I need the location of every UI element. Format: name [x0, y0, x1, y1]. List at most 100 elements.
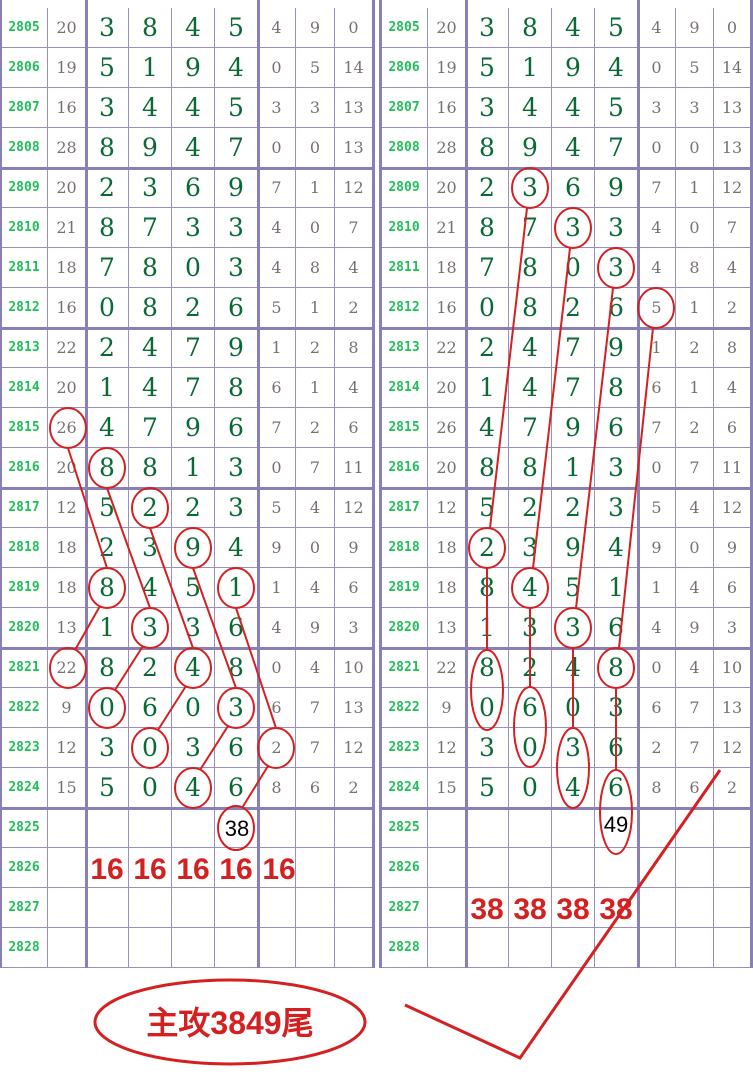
- digit-cell: 3: [86, 728, 129, 768]
- empty-cell: [86, 888, 129, 928]
- empty-cell: [676, 848, 714, 888]
- highlight-circle: [174, 767, 212, 809]
- divider: [380, 807, 751, 810]
- empty-cell: [638, 808, 676, 848]
- stat-cell: 7: [638, 408, 676, 448]
- empty-cell: [296, 808, 335, 848]
- stat-cell: 3: [296, 88, 335, 128]
- digit-cell: 3: [466, 88, 509, 128]
- empty-cell: [552, 928, 595, 968]
- stat-cell: 4: [296, 568, 335, 608]
- highlight-circle: [88, 567, 126, 609]
- stat-cell: 2: [638, 728, 676, 768]
- digit-cell: 2: [86, 328, 129, 368]
- empty-cell: [509, 808, 552, 848]
- digit-cell: 8: [509, 248, 552, 288]
- digit-cell: 3: [172, 208, 215, 248]
- digit-cell: 3: [552, 728, 595, 768]
- stat-cell: 4: [296, 488, 335, 528]
- highlight-circle: [88, 687, 126, 729]
- label-16: 16: [176, 853, 209, 886]
- digit-cell: 4: [509, 368, 552, 408]
- empty-cell: [466, 808, 509, 848]
- highlight-circle: [468, 527, 506, 569]
- divider: [0, 0, 2, 968]
- stat-cell: 9: [638, 528, 676, 568]
- digit-cell: 4: [172, 8, 215, 48]
- highlight-circle: [554, 207, 592, 249]
- divider: [0, 327, 373, 330]
- highlight-circle: [217, 805, 255, 851]
- digit-cell: 0: [172, 248, 215, 288]
- stat-cell: 7: [296, 728, 335, 768]
- divider: [0, 487, 373, 490]
- highlight-circle: [597, 247, 635, 289]
- divider: [379, 0, 382, 968]
- digit-cell: 9: [172, 48, 215, 88]
- digit-cell: 7: [466, 248, 509, 288]
- empty-cell: [172, 888, 215, 928]
- digit-cell: 8: [129, 8, 172, 48]
- stat-cell: 4: [676, 568, 714, 608]
- stat-cell: 1: [676, 168, 714, 208]
- digit-cell: 4: [129, 88, 172, 128]
- stat-cell: 6: [258, 368, 296, 408]
- digit-cell: 7: [86, 248, 129, 288]
- digit-cell: 2: [552, 488, 595, 528]
- stat-cell: 0: [258, 48, 296, 88]
- digit-cell: 0: [172, 688, 215, 728]
- divider: [0, 807, 373, 810]
- check-mark-icon: [404, 769, 722, 1060]
- trend-line: [74, 605, 101, 651]
- divider: [465, 0, 468, 968]
- digit-cell: 9: [552, 528, 595, 568]
- digit-cell: 6: [509, 688, 552, 728]
- stat-cell: 3: [676, 88, 714, 128]
- empty-cell: [296, 928, 335, 968]
- highlight-circle: [257, 727, 295, 769]
- stat-cell: 8: [676, 248, 714, 288]
- prediction-38: 38: [225, 816, 249, 841]
- highlight-circle: [217, 687, 255, 729]
- digit-cell: 4: [509, 328, 552, 368]
- empty-cell: [86, 808, 129, 848]
- digit-cell: 1: [466, 368, 509, 408]
- highlight-circle: [174, 527, 212, 569]
- divider: [380, 167, 751, 170]
- empty-cell: [466, 888, 509, 928]
- stat-cell: 4: [676, 488, 714, 528]
- stat-cell: 1: [258, 328, 296, 368]
- highlight-circle: [597, 647, 635, 689]
- digit-cell: 3: [466, 728, 509, 768]
- trend-line: [106, 487, 151, 609]
- stat-cell: 1: [258, 568, 296, 608]
- trend-line: [532, 247, 571, 569]
- empty-cell: [552, 808, 595, 848]
- empty-cell: [258, 888, 296, 928]
- stat-cell: 5: [676, 48, 714, 88]
- stat-cell: 2: [296, 408, 335, 448]
- digit-cell: 7: [552, 368, 595, 408]
- trend-line: [575, 287, 614, 609]
- stat-cell: 1: [638, 568, 676, 608]
- stat-cell: 0: [638, 648, 676, 688]
- stat-cell: 3: [258, 88, 296, 128]
- stat-cell: 2: [676, 408, 714, 448]
- divider: [380, 327, 751, 330]
- digit-cell: 1: [86, 368, 129, 408]
- empty-cell: [638, 928, 676, 968]
- stat-cell: 5: [258, 488, 296, 528]
- highlight-circle: [513, 686, 547, 768]
- stat-cell: 7: [258, 408, 296, 448]
- digit-cell: 8: [86, 208, 129, 248]
- digit-cell: 1: [129, 48, 172, 88]
- label-16: 16: [90, 853, 123, 886]
- digit-cell: 4: [129, 368, 172, 408]
- stat-cell: 0: [296, 528, 335, 568]
- trend-line: [114, 645, 144, 691]
- digit-cell: 3: [86, 8, 129, 48]
- stat-cell: 1: [296, 368, 335, 408]
- trend-line: [192, 567, 237, 689]
- empty-cell: [129, 848, 172, 888]
